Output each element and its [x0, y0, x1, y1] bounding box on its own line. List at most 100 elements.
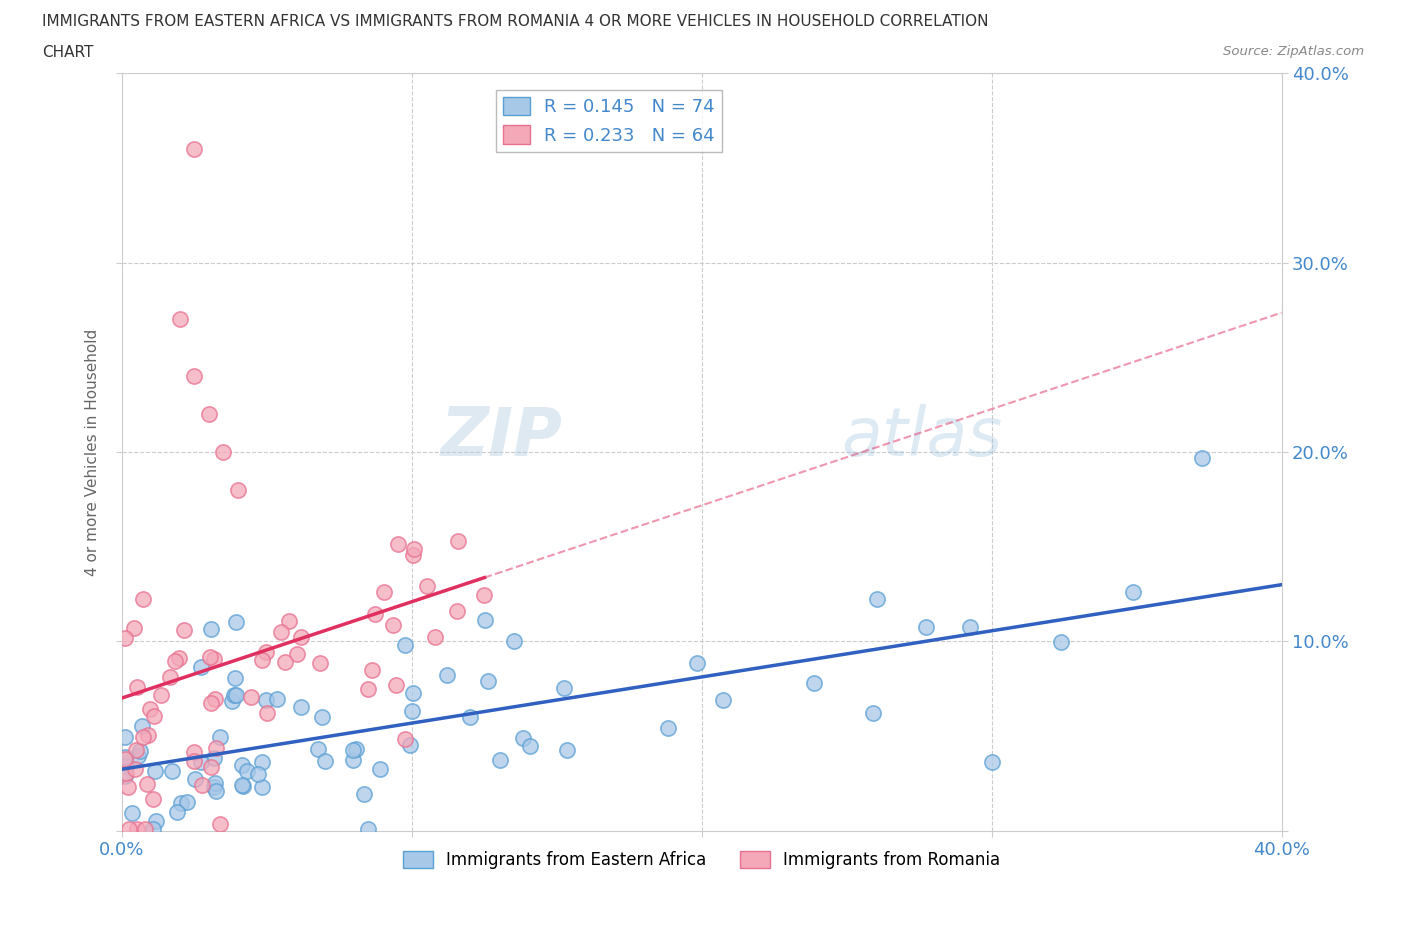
- Point: [202, 751, 225, 765]
- Point: [959, 619, 981, 634]
- Point: [555, 743, 578, 758]
- Point: [125, 680, 148, 695]
- Point: [231, 757, 253, 772]
- Point: [226, 483, 249, 498]
- Point: [114, 631, 136, 645]
- Point: [145, 814, 167, 829]
- Point: [205, 740, 228, 755]
- Point: [221, 694, 243, 709]
- Point: [553, 681, 575, 696]
- Point: [190, 660, 212, 675]
- Point: [401, 703, 423, 718]
- Point: [270, 625, 292, 640]
- Point: [1050, 634, 1073, 649]
- Point: [131, 719, 153, 734]
- Point: [190, 777, 212, 792]
- Point: [202, 779, 225, 794]
- Point: [980, 754, 1002, 769]
- Y-axis label: 4 or more Vehicles in Household: 4 or more Vehicles in Household: [86, 328, 100, 576]
- Point: [143, 764, 166, 778]
- Point: [114, 751, 136, 766]
- Point: [290, 700, 312, 715]
- Point: [165, 653, 187, 668]
- Point: [209, 817, 232, 831]
- Point: [183, 369, 205, 384]
- Point: [425, 630, 447, 644]
- Point: [447, 533, 470, 548]
- Point: [446, 604, 468, 618]
- Point: [142, 821, 165, 836]
- Point: [1122, 585, 1144, 600]
- Point: [115, 765, 138, 780]
- Text: CHART: CHART: [42, 45, 94, 60]
- Point: [314, 753, 336, 768]
- Point: [183, 745, 205, 760]
- Point: [142, 708, 165, 723]
- Point: [803, 676, 825, 691]
- Point: [117, 779, 139, 794]
- Text: IMMIGRANTS FROM EASTERN AFRICA VS IMMIGRANTS FROM ROMANIA 4 OR MORE VEHICLES IN : IMMIGRANTS FROM EASTERN AFRICA VS IMMIGR…: [42, 14, 988, 29]
- Point: [240, 690, 263, 705]
- Point: [138, 702, 160, 717]
- Point: [222, 687, 245, 702]
- Point: [1191, 450, 1213, 465]
- Point: [342, 743, 364, 758]
- Point: [176, 794, 198, 809]
- Point: [190, 754, 212, 769]
- Point: [344, 741, 367, 756]
- Point: [416, 578, 439, 593]
- Point: [368, 762, 391, 777]
- Point: [173, 623, 195, 638]
- Point: [285, 646, 308, 661]
- Text: ZIP: ZIP: [440, 404, 562, 470]
- Point: [266, 691, 288, 706]
- Point: [394, 638, 416, 653]
- Point: [225, 688, 247, 703]
- Point: [124, 762, 146, 777]
- Point: [132, 591, 155, 606]
- Point: [308, 655, 330, 670]
- Point: [128, 743, 150, 758]
- Point: [183, 753, 205, 768]
- Point: [311, 710, 333, 724]
- Point: [360, 662, 382, 677]
- Point: [231, 777, 253, 792]
- Point: [118, 821, 141, 836]
- Point: [474, 588, 496, 603]
- Point: [135, 777, 157, 791]
- Point: [512, 731, 534, 746]
- Point: [209, 730, 232, 745]
- Point: [132, 729, 155, 744]
- Point: [458, 710, 481, 724]
- Point: [394, 732, 416, 747]
- Point: [170, 795, 193, 810]
- Point: [353, 786, 375, 801]
- Point: [373, 584, 395, 599]
- Point: [256, 645, 278, 660]
- Point: [246, 767, 269, 782]
- Point: [134, 821, 156, 836]
- Point: [115, 759, 138, 774]
- Point: [205, 783, 228, 798]
- Point: [150, 687, 173, 702]
- Point: [382, 618, 405, 632]
- Point: [169, 312, 191, 326]
- Point: [204, 651, 226, 666]
- Point: [711, 693, 734, 708]
- Point: [503, 634, 526, 649]
- Point: [184, 771, 207, 786]
- Legend: R = 0.145   N = 74, R = 0.233   N = 64: R = 0.145 N = 74, R = 0.233 N = 64: [495, 90, 723, 152]
- Point: [204, 776, 226, 790]
- Point: [159, 669, 181, 684]
- Point: [307, 741, 329, 756]
- Text: atlas: atlas: [841, 404, 1002, 470]
- Point: [398, 737, 420, 752]
- Point: [136, 728, 159, 743]
- Point: [232, 778, 254, 793]
- Point: [224, 671, 246, 685]
- Point: [915, 620, 938, 635]
- Point: [436, 668, 458, 683]
- Point: [364, 607, 387, 622]
- Point: [142, 791, 165, 806]
- Point: [160, 764, 183, 778]
